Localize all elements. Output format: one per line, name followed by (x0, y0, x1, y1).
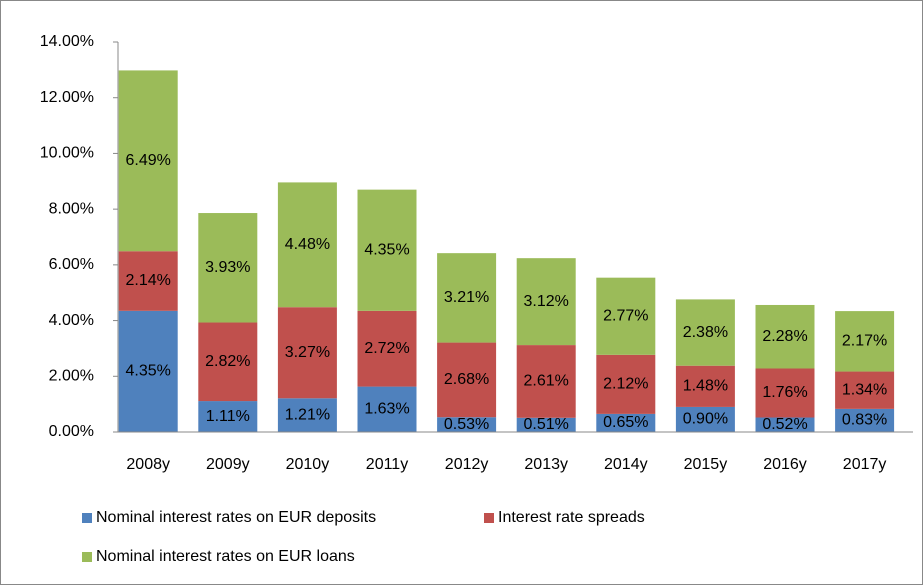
y-tick-label: 4.00% (49, 312, 94, 329)
value-label: 0.52% (762, 416, 807, 433)
bar-segment (516, 258, 576, 346)
y-tick-label: 8.00% (49, 200, 94, 217)
value-label: 1.21% (285, 406, 330, 423)
value-label: 2.61% (524, 373, 569, 390)
bar-segment (675, 299, 735, 366)
value-label: 0.83% (842, 412, 887, 429)
bar-segment (835, 311, 895, 372)
value-label: 2.38% (683, 324, 728, 341)
y-tick-label: 12.00% (40, 89, 94, 106)
bar-segment (755, 368, 815, 418)
value-label: 1.76% (762, 384, 807, 401)
value-label: 3.93% (205, 259, 250, 276)
bar-segment (277, 182, 337, 308)
bar-segment (437, 253, 497, 343)
value-label: 1.34% (842, 381, 887, 398)
bar-segment (277, 398, 337, 432)
x-tick-label: 2015y (684, 456, 728, 473)
value-label: 2.14% (126, 272, 171, 289)
value-label: 4.35% (364, 241, 409, 258)
value-label: 4.35% (126, 363, 171, 380)
bar-segment (198, 322, 258, 402)
value-label: 3.12% (524, 293, 569, 310)
value-label: 2.82% (205, 353, 250, 370)
bar-segment (835, 371, 895, 409)
bar-segment (596, 277, 656, 355)
bar-segment (516, 345, 576, 418)
x-tick-label: 2016y (763, 456, 807, 473)
value-label: 3.21% (444, 289, 489, 306)
value-label: 4.48% (285, 236, 330, 253)
x-tick-label: 2017y (843, 456, 887, 473)
value-label: 2.77% (603, 307, 648, 324)
bar-segment (516, 417, 576, 432)
x-tick-label: 2008y (126, 456, 170, 473)
x-tick-label: 2014y (604, 456, 648, 473)
value-label: 6.49% (126, 152, 171, 169)
bar-segment (357, 386, 417, 432)
value-label: 2.17% (842, 333, 887, 350)
x-tick-label: 2009y (206, 456, 250, 473)
y-tick-label: 10.00% (40, 145, 94, 162)
value-label: 0.90% (683, 411, 728, 428)
legend-swatch (82, 513, 92, 523)
legend-label: Interest rate spreads (498, 509, 645, 526)
value-label: 2.28% (762, 328, 807, 345)
bar-segment (755, 304, 815, 369)
bar-segment (118, 251, 178, 311)
x-tick-label: 2010y (286, 456, 330, 473)
value-label: 1.63% (364, 401, 409, 418)
bar-segment (118, 70, 178, 252)
value-label: 2.68% (444, 371, 489, 388)
bar-segment (675, 365, 735, 407)
value-label: 0.65% (603, 414, 648, 431)
bar-segment (437, 417, 497, 432)
y-tick-label: 6.00% (49, 256, 94, 273)
x-tick-label: 2013y (524, 456, 568, 473)
value-label: 2.72% (364, 340, 409, 357)
bar-segment (198, 213, 258, 323)
y-tick-label: 2.00% (49, 368, 94, 385)
bar-segment (675, 406, 735, 432)
legend-label: Nominal interest rates on EUR loans (96, 548, 355, 565)
bar-segment (755, 417, 815, 432)
value-label: 3.27% (285, 344, 330, 361)
bar-segment (118, 310, 178, 432)
bar-segment (357, 189, 417, 311)
value-label: 2.12% (603, 376, 648, 393)
legend-swatch (484, 513, 494, 523)
value-label: 0.53% (444, 416, 489, 433)
x-tick-label: 2011y (366, 456, 408, 473)
legend-label: Nominal interest rates on EUR deposits (96, 509, 376, 526)
bar-segment (835, 408, 895, 432)
value-label: 1.11% (206, 408, 250, 425)
bar-segment (437, 342, 497, 418)
bar-segment (357, 310, 417, 387)
bar-segment (596, 413, 656, 432)
bar-segment (596, 354, 656, 414)
bar-segment (198, 401, 258, 432)
y-tick-label: 0.00% (49, 423, 94, 440)
value-label: 1.48% (683, 378, 728, 395)
value-label: 0.51% (524, 416, 569, 433)
bar-segment (277, 307, 337, 399)
legend-swatch (82, 552, 92, 562)
x-tick-label: 2012y (445, 456, 489, 473)
y-tick-label: 14.00% (40, 33, 94, 50)
